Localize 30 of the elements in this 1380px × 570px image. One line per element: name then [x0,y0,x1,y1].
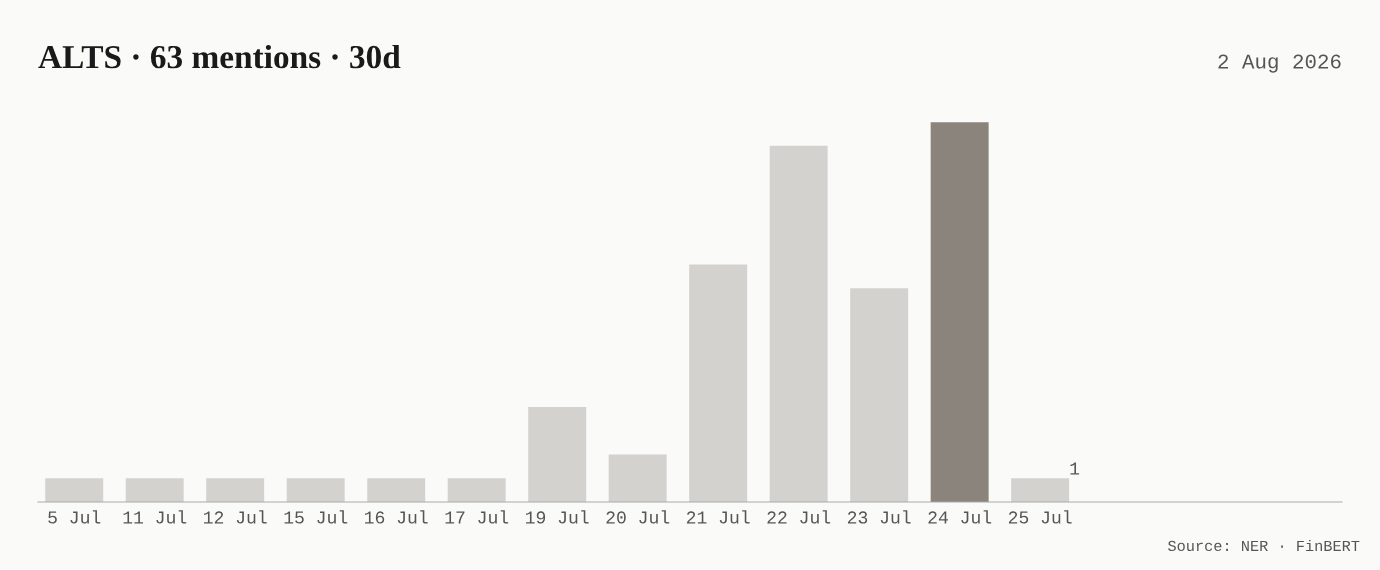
bar [689,264,748,502]
data-label: 1 [1070,462,1080,475]
bar [45,478,104,502]
source-note: Source: NER · FinBERT [1168,539,1360,552]
bar [286,478,345,502]
x-tick-label: 19 Jul [525,510,589,524]
chart-title: ALTS · 63 mentions · 30d [38,44,401,69]
bar [850,288,909,502]
x-tick-label: 16 Jul [365,510,428,524]
x-tick-label: 5 Jul [48,510,101,524]
x-tick-label: 17 Jul [445,510,509,524]
bar [447,478,506,502]
x-tick-label: 12 Jul [204,510,267,524]
x-tick-label: 20 Jul [606,510,670,524]
bar [367,478,426,502]
x-tick-label: 21 Jul [686,510,750,524]
bar [608,454,667,502]
x-tick-label: 24 Jul [928,510,992,524]
x-tick-label: 23 Jul [847,510,911,524]
bar [769,145,828,502]
bar [1011,478,1070,502]
x-tick-label: 22 Jul [767,510,831,524]
x-tick-label: 11 Jul [123,510,187,524]
bar [930,122,989,502]
x-tick-label: 25 Jul [1008,510,1072,524]
bar [528,407,587,502]
text: 2 Aug 2026 [1218,54,1341,73]
bar [206,478,265,502]
bar [125,478,184,502]
x-tick-label: 15 Jul [284,510,348,524]
